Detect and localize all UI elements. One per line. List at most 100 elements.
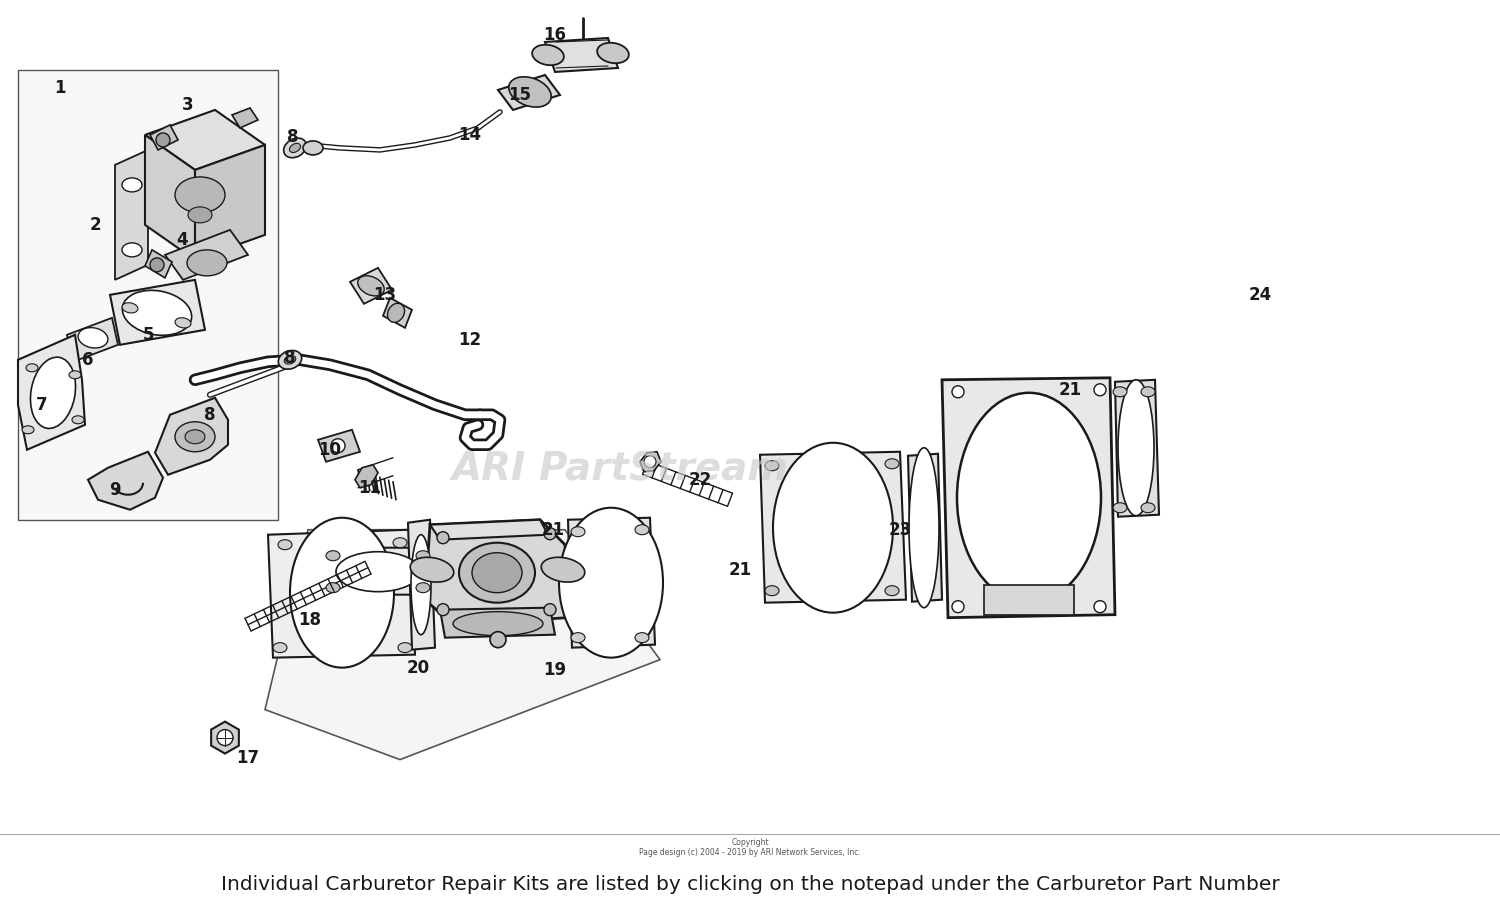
Text: 7: 7 bbox=[36, 396, 48, 414]
Polygon shape bbox=[232, 108, 258, 128]
Polygon shape bbox=[110, 280, 206, 345]
Polygon shape bbox=[424, 519, 568, 625]
Ellipse shape bbox=[957, 393, 1101, 603]
Text: 9: 9 bbox=[110, 480, 122, 498]
Polygon shape bbox=[440, 607, 555, 637]
Ellipse shape bbox=[30, 357, 75, 429]
Ellipse shape bbox=[284, 138, 306, 158]
Polygon shape bbox=[18, 335, 86, 449]
Ellipse shape bbox=[560, 508, 663, 657]
Ellipse shape bbox=[279, 350, 302, 370]
Text: Individual Carburetor Repair Kits are listed by clicking on the notepad under th: Individual Carburetor Repair Kits are li… bbox=[220, 874, 1280, 893]
Ellipse shape bbox=[542, 558, 585, 582]
Polygon shape bbox=[146, 135, 195, 260]
Ellipse shape bbox=[78, 328, 108, 348]
Polygon shape bbox=[195, 145, 266, 260]
Ellipse shape bbox=[69, 370, 81, 379]
Text: 2: 2 bbox=[88, 216, 101, 234]
Ellipse shape bbox=[290, 518, 394, 667]
Ellipse shape bbox=[358, 276, 384, 296]
Polygon shape bbox=[154, 398, 228, 475]
Ellipse shape bbox=[387, 303, 405, 322]
Text: 14: 14 bbox=[459, 126, 482, 144]
Text: 8: 8 bbox=[288, 128, 298, 146]
Ellipse shape bbox=[765, 460, 778, 470]
Ellipse shape bbox=[273, 643, 286, 653]
Ellipse shape bbox=[326, 583, 340, 593]
Polygon shape bbox=[544, 38, 618, 72]
Polygon shape bbox=[150, 125, 178, 150]
Text: 20: 20 bbox=[406, 658, 429, 676]
Ellipse shape bbox=[123, 291, 192, 335]
Text: 21: 21 bbox=[729, 561, 752, 578]
Polygon shape bbox=[88, 452, 164, 509]
Ellipse shape bbox=[278, 539, 292, 549]
Polygon shape bbox=[908, 454, 942, 602]
Bar bbox=[984, 585, 1074, 615]
Text: 18: 18 bbox=[298, 611, 321, 628]
Polygon shape bbox=[165, 230, 248, 280]
Ellipse shape bbox=[459, 543, 536, 603]
Ellipse shape bbox=[188, 250, 226, 276]
Polygon shape bbox=[266, 529, 660, 760]
Ellipse shape bbox=[22, 426, 34, 434]
Ellipse shape bbox=[416, 583, 430, 593]
Polygon shape bbox=[315, 548, 440, 595]
Ellipse shape bbox=[122, 302, 138, 313]
Ellipse shape bbox=[290, 143, 300, 153]
Circle shape bbox=[436, 532, 448, 544]
Circle shape bbox=[952, 386, 964, 398]
Ellipse shape bbox=[453, 612, 543, 636]
Polygon shape bbox=[146, 250, 172, 278]
Circle shape bbox=[490, 632, 506, 647]
Polygon shape bbox=[640, 452, 662, 472]
Text: 22: 22 bbox=[688, 470, 711, 489]
Ellipse shape bbox=[176, 177, 225, 212]
Ellipse shape bbox=[634, 525, 650, 535]
Ellipse shape bbox=[122, 178, 142, 192]
Ellipse shape bbox=[176, 318, 190, 328]
Polygon shape bbox=[318, 429, 360, 462]
Ellipse shape bbox=[336, 552, 420, 592]
Text: 11: 11 bbox=[358, 479, 381, 497]
Circle shape bbox=[332, 439, 345, 453]
Polygon shape bbox=[268, 529, 416, 657]
Ellipse shape bbox=[765, 586, 778, 596]
Text: 21: 21 bbox=[542, 520, 564, 538]
Text: 3: 3 bbox=[182, 96, 194, 114]
Text: 1: 1 bbox=[54, 79, 66, 97]
Polygon shape bbox=[146, 110, 266, 170]
Circle shape bbox=[217, 730, 232, 745]
Circle shape bbox=[952, 601, 964, 613]
Polygon shape bbox=[942, 378, 1114, 617]
Ellipse shape bbox=[1113, 387, 1126, 397]
Ellipse shape bbox=[410, 558, 454, 582]
Ellipse shape bbox=[284, 356, 296, 364]
Text: 15: 15 bbox=[509, 86, 531, 104]
Polygon shape bbox=[408, 519, 435, 649]
Ellipse shape bbox=[885, 459, 898, 469]
Ellipse shape bbox=[1118, 380, 1154, 516]
Text: 13: 13 bbox=[374, 286, 396, 304]
Ellipse shape bbox=[772, 443, 892, 613]
Polygon shape bbox=[430, 519, 548, 539]
Ellipse shape bbox=[532, 44, 564, 65]
Circle shape bbox=[156, 133, 170, 147]
Ellipse shape bbox=[188, 207, 211, 222]
Polygon shape bbox=[356, 465, 378, 488]
Text: 21: 21 bbox=[1059, 380, 1082, 399]
Ellipse shape bbox=[509, 77, 550, 107]
Ellipse shape bbox=[26, 364, 38, 371]
Ellipse shape bbox=[572, 633, 585, 643]
Ellipse shape bbox=[909, 448, 939, 607]
Text: 8: 8 bbox=[285, 349, 296, 367]
Circle shape bbox=[436, 604, 448, 616]
Ellipse shape bbox=[634, 633, 650, 643]
Text: 10: 10 bbox=[318, 440, 342, 459]
Ellipse shape bbox=[393, 538, 406, 548]
Polygon shape bbox=[68, 318, 118, 361]
Text: 17: 17 bbox=[237, 748, 260, 766]
Ellipse shape bbox=[1113, 503, 1126, 513]
Polygon shape bbox=[116, 150, 148, 280]
Text: 16: 16 bbox=[543, 26, 567, 44]
